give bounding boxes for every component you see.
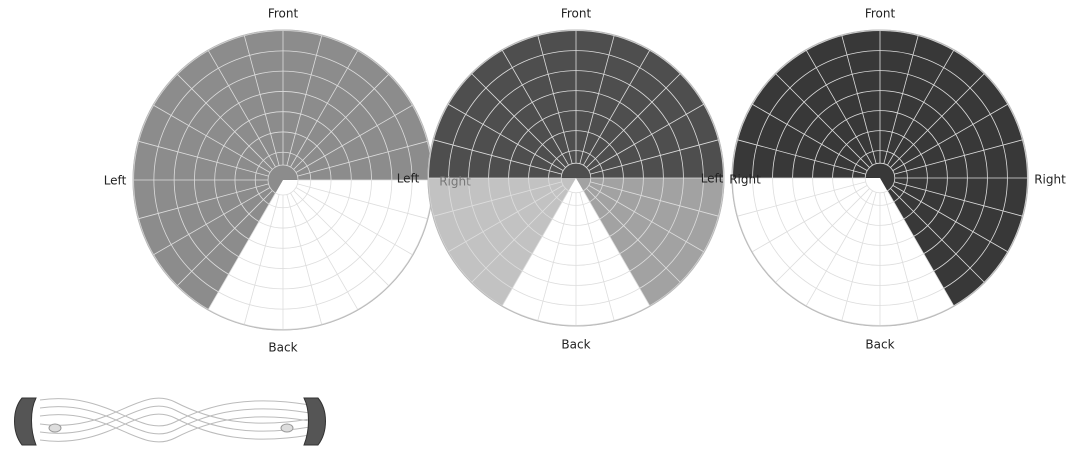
front-label: Front xyxy=(268,7,299,21)
grid-spoke xyxy=(501,190,569,307)
grid-spoke xyxy=(447,103,564,171)
polar-diagram xyxy=(132,29,434,331)
grid-spoke xyxy=(586,188,681,283)
outline xyxy=(731,29,1029,327)
grid-spoke xyxy=(176,190,273,287)
back-label: Back xyxy=(561,338,590,352)
left-label: Left xyxy=(397,172,420,186)
grid-spoke xyxy=(588,103,705,171)
grid-spoke xyxy=(586,73,681,168)
grid-spoke xyxy=(537,34,573,164)
grid-spoke xyxy=(286,194,323,325)
grid-spoke xyxy=(138,183,269,220)
grid-spoke xyxy=(290,192,359,311)
grid-spoke xyxy=(579,34,615,164)
grid-spoke xyxy=(883,192,919,322)
grid-spoke xyxy=(805,49,873,166)
grid-spoke xyxy=(892,185,1009,253)
sector xyxy=(732,30,1028,307)
grid-spoke xyxy=(883,34,919,164)
grid-spoke xyxy=(736,139,866,175)
grid-spoke xyxy=(894,181,1024,217)
grid-spoke xyxy=(751,185,868,253)
polar-diagram xyxy=(731,29,1029,327)
grid-spoke xyxy=(805,190,873,307)
grid-spoke xyxy=(207,192,276,311)
grid-spoke xyxy=(293,73,390,170)
grid-spoke xyxy=(207,49,276,168)
grid-spoke xyxy=(295,187,414,256)
grid-spoke xyxy=(775,73,870,168)
grid-spoke xyxy=(588,185,705,253)
grid-spoke xyxy=(295,104,414,173)
grid-spoke xyxy=(501,49,569,166)
grid-spoke xyxy=(286,35,323,166)
back-label: Back xyxy=(268,341,297,355)
sector xyxy=(576,178,724,307)
grid-spoke xyxy=(736,181,866,217)
grid-spoke xyxy=(894,139,1024,175)
labels: Front Left Right Back Front Left Right Back Fron… xyxy=(104,7,1066,355)
sector xyxy=(428,178,576,307)
grid-spoke xyxy=(293,190,390,287)
grid-spoke xyxy=(887,49,955,166)
grid-spoke xyxy=(290,49,359,168)
grid-spoke xyxy=(297,183,428,220)
back-label: Back xyxy=(865,338,894,352)
left-label: Left xyxy=(104,174,127,188)
grid-spoke xyxy=(537,192,573,322)
outline xyxy=(427,29,725,327)
grid-spoke xyxy=(841,34,877,164)
grid-spoke xyxy=(243,194,280,325)
right-label: Right xyxy=(729,173,761,187)
grid-spoke xyxy=(590,139,720,175)
grid-spoke xyxy=(471,188,566,283)
grid-spoke xyxy=(447,185,564,253)
hoverboard-icon xyxy=(14,397,326,446)
left-label: Left xyxy=(701,172,724,186)
front-label: Front xyxy=(561,7,592,21)
right-label: Right xyxy=(439,175,471,189)
grid-spoke xyxy=(432,139,562,175)
sector xyxy=(133,30,434,310)
grid-spoke xyxy=(152,187,271,256)
grid-spoke xyxy=(176,73,273,170)
grid-spoke xyxy=(152,104,271,173)
grid-spoke xyxy=(583,49,651,166)
polar-diagrams xyxy=(132,29,1029,331)
grid-spoke xyxy=(890,73,985,168)
grid-spoke xyxy=(892,103,1009,171)
polar-diagram xyxy=(427,29,725,327)
front-label: Front xyxy=(865,7,896,21)
grid-spoke xyxy=(138,140,269,177)
grid-spoke xyxy=(751,103,868,171)
grid-spoke xyxy=(297,140,428,177)
grid-spoke xyxy=(887,190,955,307)
right-label: Right xyxy=(1034,173,1066,187)
grid-spoke xyxy=(583,190,651,307)
grid-spoke xyxy=(432,181,562,217)
grid-spoke xyxy=(579,192,615,322)
grid-spoke xyxy=(471,73,566,168)
grid-spoke xyxy=(890,188,985,283)
grid-spoke xyxy=(590,181,720,217)
grid-spoke xyxy=(775,188,870,283)
grid-spoke xyxy=(841,192,877,322)
grid-spoke xyxy=(243,35,280,166)
